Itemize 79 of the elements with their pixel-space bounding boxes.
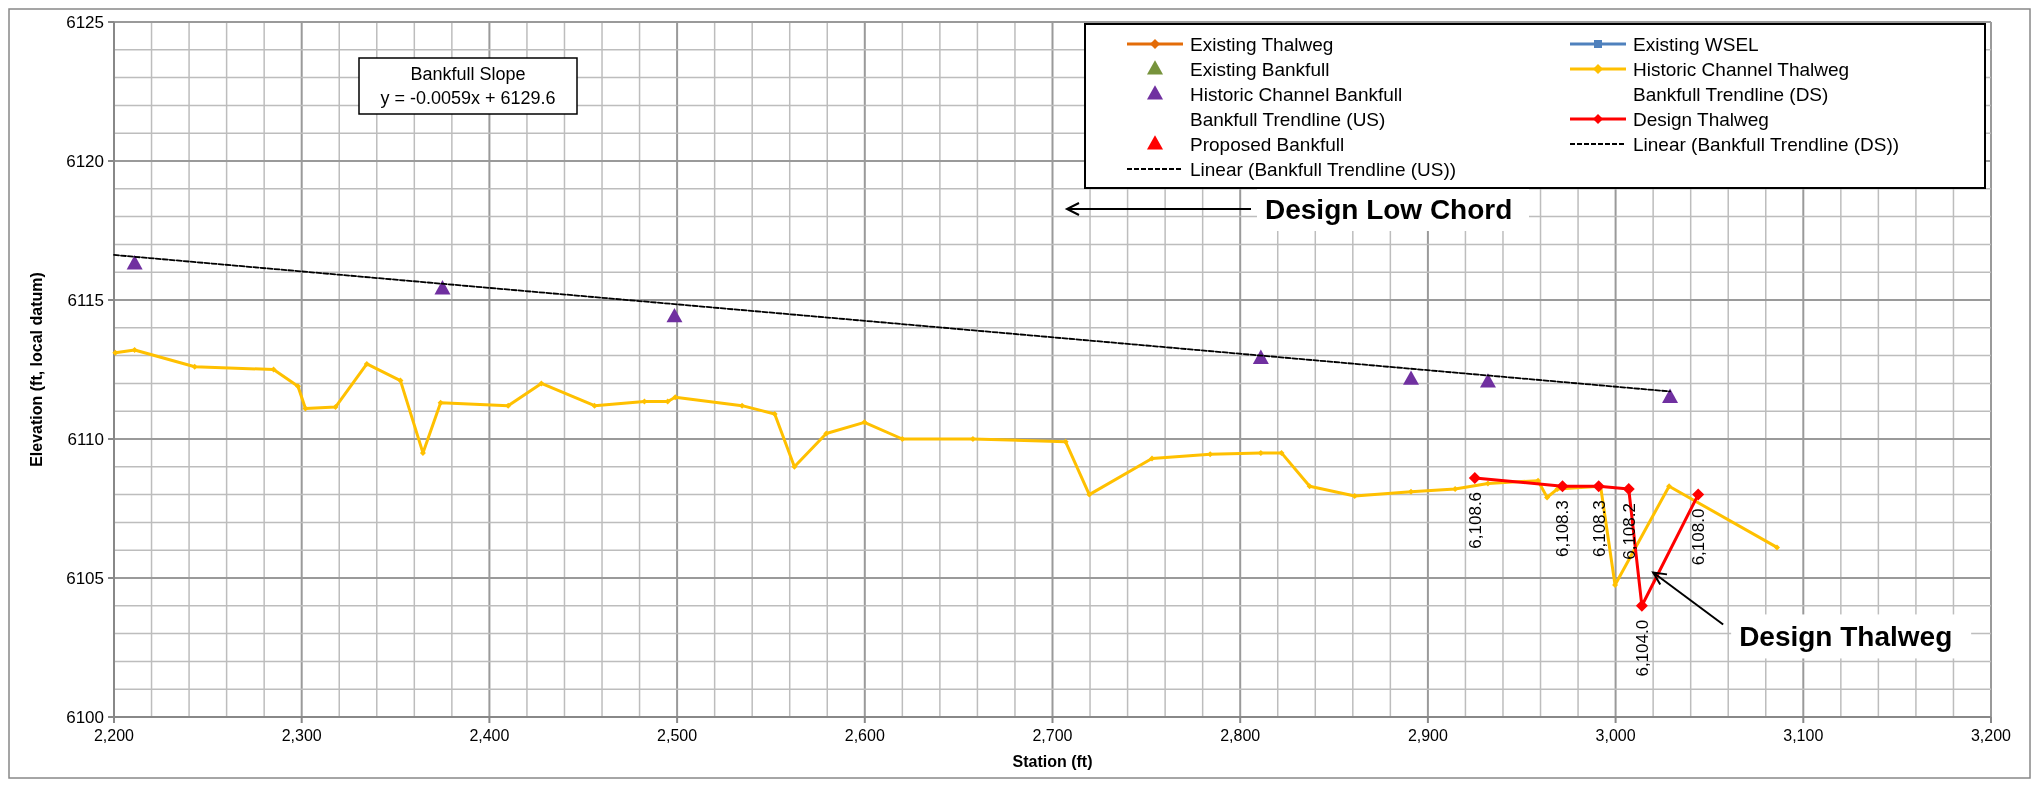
data-label: 6,104.0 [1632, 619, 1652, 677]
point [739, 402, 746, 409]
point [1403, 370, 1420, 385]
point [1774, 544, 1781, 551]
annotation: Design Low Chord [1265, 194, 1513, 225]
annotation: Design Thalweg [1739, 621, 1953, 653]
y-tick-label: 6105 [66, 569, 104, 588]
point [591, 402, 598, 409]
point [538, 380, 545, 387]
point [1662, 388, 1679, 403]
legend-label: Linear (Bankfull Trendline (DS)) [1633, 134, 1900, 155]
point [861, 419, 868, 426]
point [1086, 491, 1093, 498]
point [437, 399, 444, 406]
x-tick-label: 2,200 [93, 727, 135, 744]
point [1666, 483, 1673, 490]
point [1592, 480, 1605, 493]
point [126, 255, 143, 270]
x-tick-label: 2,400 [469, 727, 510, 744]
point [1207, 451, 1214, 458]
legend-label: Existing WSEL [1633, 34, 1759, 55]
point [771, 410, 778, 417]
point [1479, 373, 1496, 388]
x-tick-label: 2,800 [1220, 727, 1261, 744]
point [1556, 480, 1569, 493]
point [1484, 480, 1491, 487]
legend-label: Design Thalweg [1633, 109, 1769, 130]
y-tick-label: 6100 [66, 708, 104, 727]
point [191, 363, 198, 370]
text: Bankfull Trendline (DS) [1633, 84, 1829, 105]
point [1278, 449, 1285, 456]
point [1635, 599, 1648, 612]
point [131, 347, 138, 354]
point [899, 436, 906, 442]
y-tick-label: 6120 [66, 152, 104, 171]
data-label: 6,108.3 [1589, 500, 1609, 557]
legend-label: Existing Bankfull [1190, 59, 1330, 80]
x-tick-label: 3,100 [1783, 727, 1824, 744]
legend-label: Historic Channel Thalweg [1633, 59, 1850, 80]
point [302, 405, 309, 412]
point [823, 430, 830, 437]
point [397, 377, 404, 384]
point [363, 360, 370, 367]
x-tick-label: 2,600 [844, 727, 885, 744]
y-axis-title: Elevation (ft, local datum) [28, 272, 45, 467]
data-label: 6,108.6 [1465, 491, 1485, 549]
x-tick-label: 2,300 [281, 727, 322, 744]
x-tick-label: 2,700 [1032, 727, 1073, 744]
point [270, 366, 277, 373]
x-tick-label: 2,500 [657, 727, 698, 744]
point [1468, 471, 1481, 484]
point [294, 383, 301, 390]
point [112, 349, 119, 356]
y-tick-label: 6110 [67, 430, 104, 449]
point [1306, 483, 1313, 490]
point [1148, 455, 1155, 462]
data-label: 6,108.0 [1689, 508, 1709, 566]
point [332, 404, 339, 411]
point [666, 307, 683, 323]
legend-label: Proposed Bankfull [1190, 134, 1345, 155]
y-tick-label: 6115 [67, 291, 104, 310]
point [505, 402, 512, 409]
x-tick-label: 2,900 [1407, 727, 1449, 744]
legend-label: Historic Channel Bankfull [1190, 84, 1403, 105]
data-label: 6,108.3 [1553, 500, 1573, 557]
point [1544, 494, 1551, 501]
legend-label: Linear (Bankfull Trendline (US)) [1190, 159, 1457, 180]
x-tick-label: 3,200 [1970, 727, 2012, 744]
x-tick-label: 3,000 [1595, 727, 1636, 744]
legend-label: Existing Thalweg [1190, 34, 1334, 55]
point [1692, 488, 1705, 501]
point [1351, 492, 1358, 499]
text: Bankfull Trendline (US) [1190, 109, 1386, 130]
x-axis-title: Station (ft) [1012, 753, 1093, 770]
annotation: Bankfull Slope y = -0.0059x + 6129.6 [380, 64, 556, 108]
point [1062, 438, 1069, 445]
data-label: 6,108.2 [1619, 503, 1639, 560]
point [1252, 349, 1269, 364]
y-tick-label: 6125 [66, 13, 104, 32]
